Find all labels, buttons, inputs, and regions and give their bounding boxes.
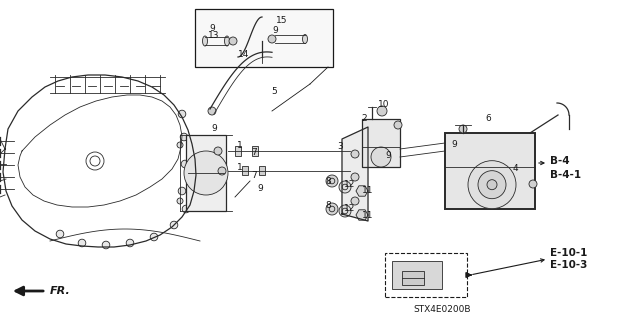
Ellipse shape (225, 36, 230, 46)
Text: 3: 3 (337, 143, 343, 152)
Circle shape (170, 221, 178, 229)
Bar (445, 133, 535, 209)
Text: 15: 15 (276, 17, 288, 26)
Circle shape (487, 180, 497, 190)
Circle shape (394, 121, 402, 129)
Circle shape (268, 35, 276, 43)
Circle shape (218, 167, 226, 175)
Text: 8: 8 (325, 176, 331, 186)
Polygon shape (356, 210, 368, 220)
Bar (259, 166, 265, 175)
Circle shape (326, 203, 338, 215)
Circle shape (181, 160, 189, 168)
Bar (186, 135, 226, 211)
Circle shape (468, 161, 516, 209)
Text: B-4-1: B-4-1 (550, 170, 581, 180)
Circle shape (459, 125, 467, 133)
Circle shape (339, 181, 351, 193)
Text: 7: 7 (251, 172, 257, 181)
Circle shape (351, 150, 359, 158)
Text: 10: 10 (378, 100, 390, 109)
Text: E-10-3: E-10-3 (550, 260, 588, 270)
Circle shape (178, 110, 186, 118)
Circle shape (478, 171, 506, 199)
Polygon shape (356, 186, 368, 196)
Circle shape (351, 197, 359, 205)
Bar (385, 253, 467, 297)
Circle shape (78, 239, 86, 247)
Bar (362, 119, 400, 167)
Text: 12: 12 (344, 181, 356, 189)
Text: STX4E0200B: STX4E0200B (413, 305, 471, 314)
Text: 5: 5 (271, 86, 277, 95)
Bar (235, 146, 241, 156)
Bar (392, 261, 442, 289)
Text: 9: 9 (385, 151, 391, 160)
Bar (252, 146, 258, 156)
Text: 1: 1 (237, 164, 243, 173)
Circle shape (126, 239, 134, 247)
Circle shape (339, 205, 351, 217)
Text: B-4: B-4 (550, 156, 570, 166)
Bar (242, 166, 248, 175)
Circle shape (177, 142, 183, 148)
Text: 12: 12 (344, 204, 356, 213)
Text: 9: 9 (451, 140, 457, 150)
Text: 13: 13 (208, 31, 220, 40)
Circle shape (102, 241, 110, 249)
Circle shape (371, 147, 391, 167)
Circle shape (177, 198, 183, 204)
Text: 1: 1 (237, 142, 243, 151)
Circle shape (326, 175, 338, 187)
Circle shape (184, 151, 228, 195)
Text: 8: 8 (325, 201, 331, 210)
Bar (195, 9, 333, 67)
Circle shape (182, 205, 190, 213)
Text: 7: 7 (251, 149, 257, 158)
Circle shape (180, 133, 188, 141)
Text: 14: 14 (238, 50, 250, 60)
Circle shape (529, 180, 537, 188)
Text: FR.: FR. (50, 286, 71, 296)
Ellipse shape (303, 34, 307, 43)
Circle shape (208, 107, 216, 115)
Text: 9: 9 (257, 184, 263, 194)
Circle shape (344, 158, 355, 168)
Text: 2: 2 (361, 115, 367, 123)
Text: 9: 9 (272, 26, 278, 35)
Circle shape (351, 173, 359, 181)
Circle shape (56, 230, 64, 238)
Text: 6: 6 (485, 115, 491, 123)
Circle shape (377, 106, 387, 116)
Circle shape (229, 37, 237, 45)
Text: E-10-1: E-10-1 (550, 248, 588, 258)
Text: 11: 11 (362, 211, 374, 219)
Text: 9: 9 (209, 25, 215, 33)
Text: 11: 11 (362, 187, 374, 196)
Text: 4: 4 (512, 165, 518, 174)
Circle shape (150, 233, 158, 241)
Polygon shape (342, 127, 368, 221)
Ellipse shape (202, 36, 207, 46)
Circle shape (178, 187, 186, 195)
Text: 9: 9 (211, 124, 217, 133)
Bar (402, 271, 424, 285)
Circle shape (214, 147, 222, 155)
